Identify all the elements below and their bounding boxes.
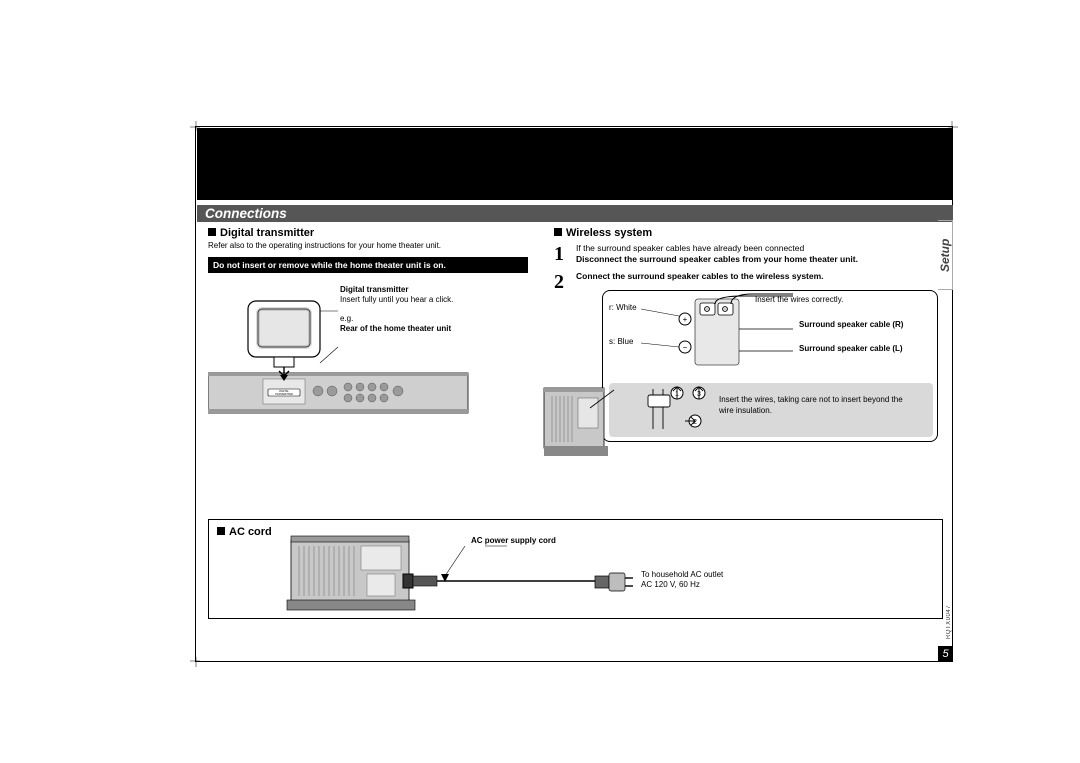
doc-code: RQTX0047 — [946, 605, 952, 639]
step-2: 2 Connect the surround speaker cables to… — [554, 271, 944, 282]
step2-bold: Connect the surround speaker cables to t… — [576, 271, 824, 281]
eg-label: e.g. — [340, 314, 453, 324]
crop-mark-tl — [190, 121, 200, 131]
ac-outlet-line1: To household AC outlet — [641, 570, 723, 580]
digital-refer-text: Refer also to the operating instructions… — [208, 241, 538, 251]
rear-label: Rear of the home theater unit — [340, 324, 453, 334]
step1-bold: Disconnect the surround speaker cables f… — [576, 254, 858, 264]
ac-heading: AC cord — [217, 526, 272, 538]
transmitter-label: Digital transmitter — [340, 285, 453, 295]
plus-label: r: White — [609, 303, 637, 312]
cable-l-label: Surround speaker cable (L) — [799, 345, 909, 354]
transmitter-sublabel: Insert fully until you hear a click. — [340, 295, 453, 305]
crop-mark-bl — [190, 657, 200, 667]
step-1-number: 1 — [554, 243, 564, 266]
wireless-heading: Wireless system — [554, 227, 944, 239]
manual-page: Connections Digital transmitter Refer al… — [195, 126, 953, 662]
svg-text:−: − — [683, 343, 688, 352]
ac-outlet-text: To household AC outlet AC 120 V, 60 Hz — [641, 570, 723, 591]
ac-cord-label: AC power supply cord — [471, 536, 556, 545]
slot-label-line2: TRANSMITTER — [275, 393, 293, 396]
header-black-band — [197, 128, 953, 200]
title-text: Connections — [197, 206, 287, 221]
ac-cord-diagram — [285, 524, 845, 616]
cable-r-label: Surround speaker cable (R) — [799, 321, 909, 330]
digital-warning-box: Do not insert or remove while the home t… — [208, 257, 528, 273]
step-1: 1 If the surround speaker cables have al… — [554, 243, 944, 265]
step1-pre: If the surround speaker cables have alre… — [576, 243, 804, 253]
minus-label: s: Blue — [609, 337, 633, 346]
ac-cord-section: AC cord — [208, 519, 943, 619]
insert-correct-label: Insert the wires correctly. — [755, 295, 843, 304]
digital-transmitter-section: Digital transmitter Refer also to the op… — [208, 227, 538, 426]
ac-outlet-line2: AC 120 V, 60 Hz — [641, 580, 723, 590]
leader-line-icon — [584, 384, 624, 424]
wireless-diagram-area: + − 1 3 2 — [554, 290, 944, 480]
svg-text:+: + — [683, 315, 688, 324]
wireless-system-section: Wireless system 1 If the surround speake… — [554, 227, 944, 480]
title-bar: Connections — [197, 205, 953, 222]
wiring-callout: + − 1 3 2 — [602, 290, 938, 442]
side-tab-setup: Setup — [938, 220, 953, 290]
crop-mark-tr — [948, 121, 958, 131]
insulation-note: Insert the wires, taking care not to ins… — [719, 395, 919, 416]
page-number: 5 — [938, 646, 953, 661]
terminal-diagram: + − 1 3 2 — [603, 291, 939, 443]
digital-heading: Digital transmitter — [208, 227, 538, 239]
